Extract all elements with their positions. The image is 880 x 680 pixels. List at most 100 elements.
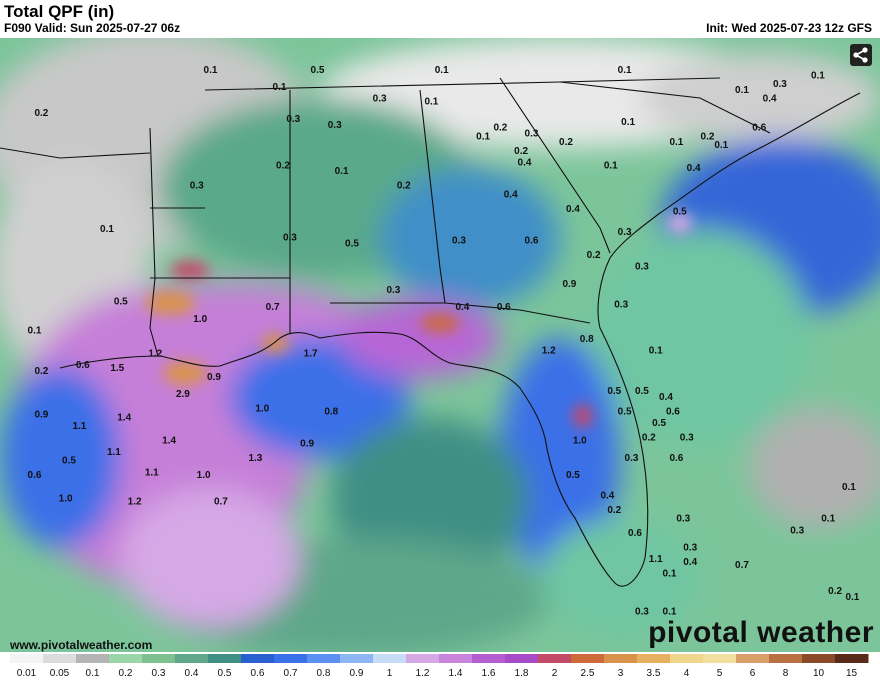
legend-swatch — [10, 654, 44, 663]
map-header: Total QPF (in) F090 Valid: Sun 2025-07-2… — [0, 0, 880, 38]
qpf-value-label: 0.6 — [669, 453, 683, 464]
legend-swatch — [208, 654, 242, 663]
qpf-value-label: 0.5 — [311, 65, 325, 76]
qpf-value-label: 0.1 — [663, 569, 677, 580]
legend-tick-label: 3.5 — [647, 668, 661, 679]
legend-swatch — [538, 654, 572, 663]
qpf-value-label: 0.3 — [614, 299, 628, 310]
legend-tick-label: 2 — [552, 668, 558, 679]
legend-swatch — [703, 654, 737, 663]
qpf-value-label: 0.2 — [34, 366, 48, 377]
qpf-value-label: 1.5 — [110, 363, 124, 374]
qpf-value-label: 0.4 — [659, 392, 673, 403]
qpf-value-label: 0.6 — [628, 528, 642, 539]
qpf-value-label: 0.3 — [328, 120, 342, 131]
qpf-value-label: 0.5 — [345, 239, 359, 250]
qpf-value-label: 1.4 — [117, 412, 131, 423]
legend-swatch — [637, 654, 671, 663]
qpf-value-label: 0.3 — [386, 285, 400, 296]
legend-tick-label: 0.6 — [251, 668, 265, 679]
qpf-value-label: 0.9 — [300, 438, 314, 449]
qpf-value-label: 0.2 — [276, 160, 290, 171]
qpf-field — [0, 38, 880, 652]
qpf-value-label: 1.0 — [197, 470, 211, 481]
qpf-value-label: 0.9 — [207, 372, 221, 383]
legend-swatch — [109, 654, 143, 663]
legend-swatch — [670, 654, 704, 663]
legend-swatch — [802, 654, 836, 663]
legend-tick-label: 8 — [783, 668, 789, 679]
legend-tick-label: 1.2 — [416, 668, 430, 679]
legend-tick-label: 10 — [813, 668, 825, 679]
qpf-value-label: 1.0 — [255, 404, 269, 415]
qpf-value-label: 0.1 — [735, 85, 749, 96]
state-border-tx-ok — [0, 147, 151, 159]
qpf-value-label: 0.1 — [714, 140, 728, 151]
map-title: Total QPF (in) — [4, 2, 115, 21]
qpf-value-label: 0.3 — [676, 514, 690, 525]
qpf-value-label: 0.3 — [452, 236, 466, 247]
legend-tick-label: 0.4 — [185, 668, 199, 679]
qpf-value-label: 0.8 — [580, 334, 594, 345]
legend-tick-label: 0.9 — [350, 668, 364, 679]
qpf-value-label: 1.3 — [248, 453, 262, 464]
qpf-value-label: 0.3 — [680, 433, 694, 444]
legend-tick-label: 0.5 — [218, 668, 232, 679]
legend-swatch — [340, 654, 374, 663]
legend-swatch — [43, 654, 77, 663]
state-border-tx-la — [149, 127, 159, 357]
qpf-value-label: 0.5 — [673, 207, 687, 218]
legend-tick-label: 0.1 — [86, 668, 100, 679]
legend-swatch — [835, 654, 869, 663]
legend-swatch — [769, 654, 803, 663]
qpf-value-label: 0.1 — [28, 325, 42, 336]
website-link[interactable]: www.pivotalweather.com — [10, 638, 153, 652]
qpf-value-label: 0.3 — [618, 227, 632, 238]
qpf-value-label: 0.9 — [34, 409, 48, 420]
qpf-value-label: 0.6 — [525, 236, 539, 247]
qpf-value-label: 0.5 — [635, 386, 649, 397]
qpf-value-label: 0.9 — [562, 279, 576, 290]
qpf-value-label: 0.5 — [652, 418, 666, 429]
qpf-value-label: 0.1 — [845, 592, 859, 603]
qpf-value-label: 0.1 — [811, 71, 825, 82]
share-button[interactable] — [850, 44, 872, 66]
qpf-value-label: 0.2 — [397, 181, 411, 192]
legend-svg: 0.01 0.05 0.1 0.2 0.3 0.4 0.5 0.6 0.7 0.8 0.9 1 1.2 1… — [10, 654, 869, 679]
legend-tick-label: 6 — [750, 668, 756, 679]
qpf-value-label: 1.0 — [573, 436, 587, 447]
qpf-value-label: 0.5 — [566, 470, 580, 481]
qpf-value-label: 0.7 — [266, 302, 280, 313]
qpf-value-label: 0.6 — [497, 302, 511, 313]
qpf-value-label: 1.1 — [649, 554, 663, 565]
legend-tick-label: 0.05 — [50, 668, 70, 679]
legend-swatch — [736, 654, 770, 663]
gulf-coastline — [59, 92, 861, 587]
qpf-value-label: 0.1 — [669, 137, 683, 148]
qpf-value-label: 0.5 — [607, 386, 621, 397]
legend-tick-label: 2.5 — [581, 668, 595, 679]
qpf-value-label: 0.5 — [618, 407, 632, 418]
legend-swatch — [76, 654, 110, 663]
qpf-value-label: 0.6 — [666, 407, 680, 418]
legend-swatch — [505, 654, 539, 663]
qpf-value-label: 0.3 — [373, 94, 387, 105]
qpf-value-label: 0.1 — [618, 65, 632, 76]
qpf-value-label: 0.1 — [335, 166, 349, 177]
qpf-value-label: 0.2 — [642, 433, 656, 444]
qpf-value-label: 0.6 — [752, 123, 766, 134]
qpf-value-label: 0.3 — [625, 453, 639, 464]
qpf-value-label: 0.3 — [790, 525, 804, 536]
qpf-value-label: 0.4 — [687, 163, 701, 174]
qpf-labels: 0.1 0.5 0.1 0.10.10.20.10.3 0.10.10.30.40.30… — [28, 65, 860, 617]
qpf-value-label: 0.4 — [518, 157, 532, 168]
qpf-value-label: 0.3 — [635, 606, 649, 617]
qpf-value-label: 0.2 — [607, 505, 621, 516]
qpf-value-label: 0.1 — [100, 224, 114, 235]
state-border-al-ga — [419, 89, 446, 304]
qpf-value-label: 0.8 — [324, 407, 338, 418]
share-icon — [853, 47, 868, 63]
qpf-value-label: 0.1 — [649, 346, 663, 357]
legend-tick-label: 15 — [846, 668, 858, 679]
qpf-value-label: 0.4 — [683, 557, 697, 568]
